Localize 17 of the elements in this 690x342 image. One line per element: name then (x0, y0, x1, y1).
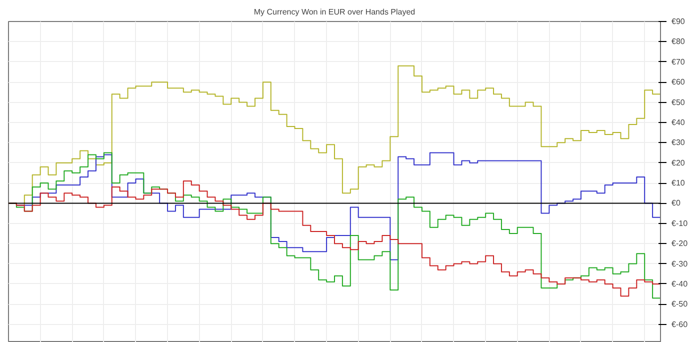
y-tick-label: €80 (672, 37, 686, 46)
y-tick-label: €-10 (672, 218, 688, 228)
y-tick-label: €50 (672, 98, 686, 107)
y-tick-label: €-20 (672, 239, 688, 248)
y-tick-label: €-60 (672, 320, 688, 329)
y-tick-label: €70 (672, 57, 686, 66)
y-tick-label: €90 (672, 17, 686, 26)
y-tick-label: €-40 (672, 279, 688, 288)
y-tick-label: €-30 (672, 259, 688, 268)
y-tick-label: €10 (672, 178, 686, 188)
y-tick-label: €20 (672, 158, 686, 168)
y-tick-label: €60 (672, 78, 686, 87)
chart-title: My Currency Won in EUR over Hands Played (254, 8, 416, 16)
y-tick-label: €40 (672, 118, 686, 127)
y-tick-label: €0 (672, 198, 681, 208)
y-tick-label: €30 (672, 138, 686, 148)
y-tick-label: €-50 (672, 300, 688, 309)
